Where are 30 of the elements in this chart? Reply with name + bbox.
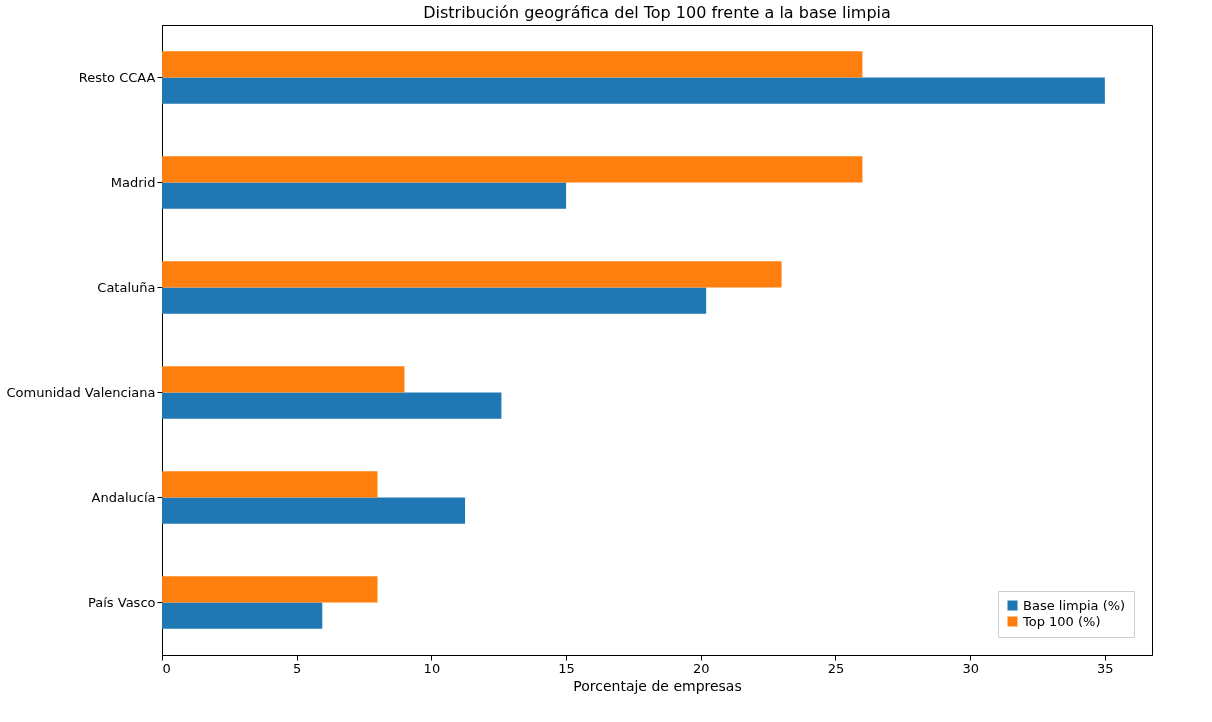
bar bbox=[162, 366, 405, 393]
x-tick-label: 30 bbox=[962, 660, 979, 676]
y-tick-label: Cataluña bbox=[97, 279, 156, 295]
x-tick-label: 10 bbox=[423, 660, 441, 676]
bar bbox=[162, 602, 323, 629]
legend-label: Top 100 (%) bbox=[1022, 613, 1101, 629]
bar bbox=[162, 287, 707, 314]
x-tick-label: 35 bbox=[1097, 660, 1114, 676]
bar bbox=[162, 77, 1105, 104]
chart-title: Distribución geográfica del Top 100 frente a la base limpia bbox=[423, 3, 891, 22]
legend-label: Base limpia (%) bbox=[1023, 597, 1126, 613]
bar bbox=[162, 51, 863, 78]
x-axis-title: Porcentaje de empresas bbox=[573, 677, 742, 694]
y-tick-label: Andalucía bbox=[91, 489, 156, 505]
bar bbox=[162, 576, 378, 603]
y-tick-label: Comunidad Valenciana bbox=[6, 384, 156, 400]
bar bbox=[162, 471, 378, 498]
x-tick-label: 15 bbox=[558, 660, 575, 676]
bar bbox=[162, 156, 863, 183]
bar bbox=[162, 392, 502, 419]
bar bbox=[162, 182, 567, 209]
y-tick-label: Madrid bbox=[110, 174, 156, 190]
y-tick-label: Resto CCAA bbox=[78, 69, 156, 85]
y-tick-label: País Vasco bbox=[88, 594, 156, 610]
x-tick-label: 20 bbox=[693, 660, 710, 676]
x-tick-label: 25 bbox=[827, 660, 845, 676]
bar bbox=[162, 497, 466, 524]
bar bbox=[162, 261, 782, 288]
x-tick-label: 5 bbox=[293, 660, 302, 676]
x-tick-label: 0 bbox=[162, 660, 171, 676]
